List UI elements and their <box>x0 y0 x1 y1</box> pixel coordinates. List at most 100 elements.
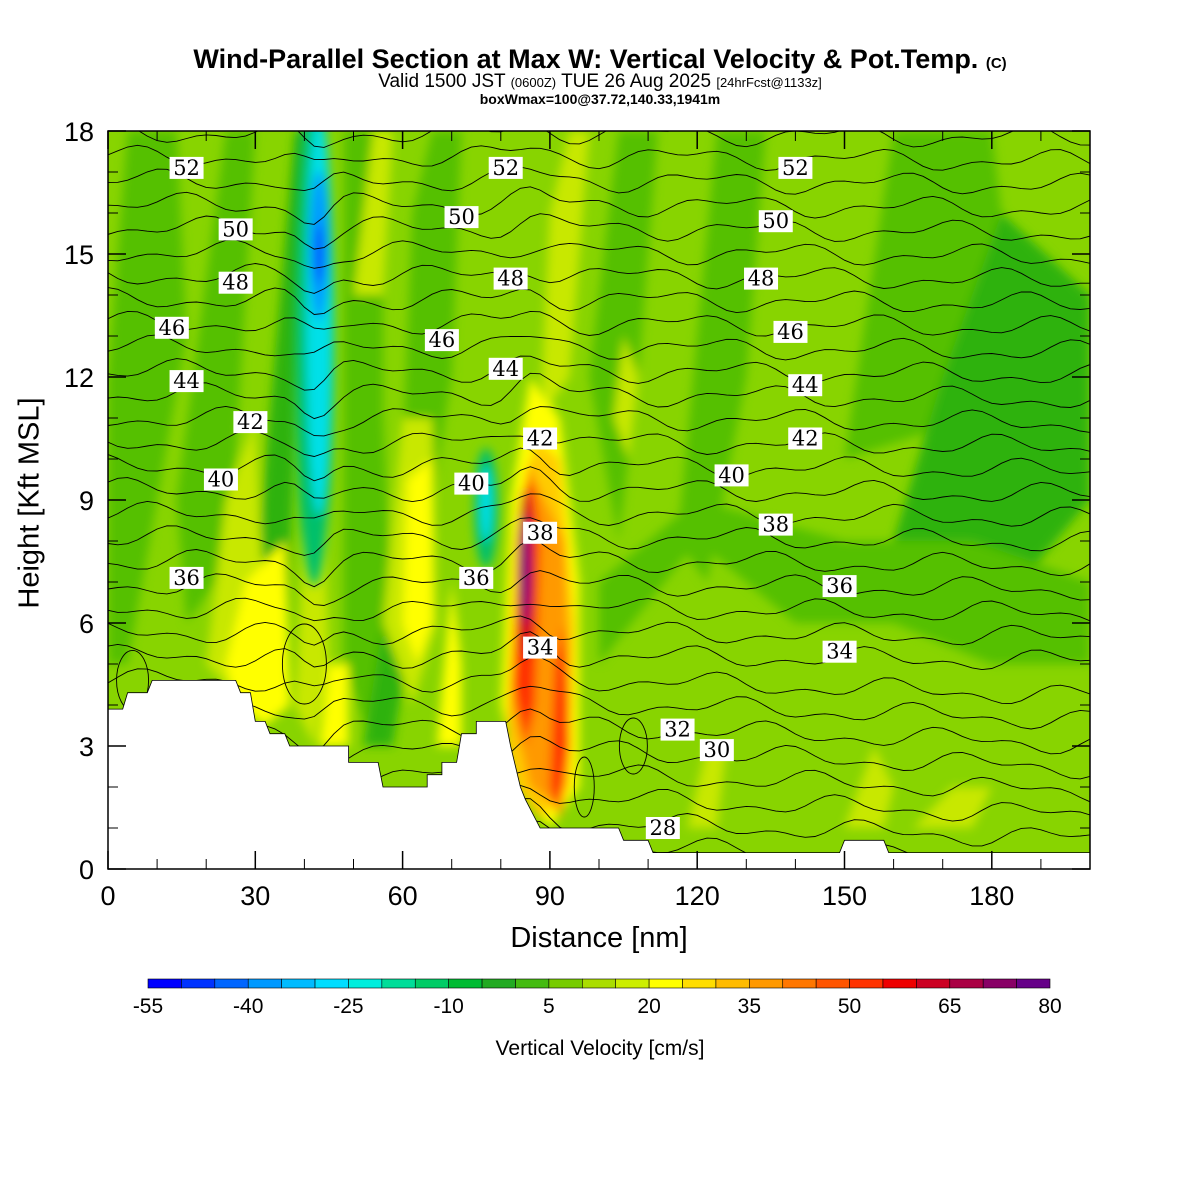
colorbar-swatch <box>281 978 316 989</box>
contour-label-24: 36 <box>459 566 494 590</box>
colorbar-swatch <box>214 978 249 989</box>
contour-label-27: 34 <box>822 640 857 664</box>
field-blob <box>108 131 187 664</box>
contour-label-25: 36 <box>822 574 857 598</box>
contour-label-box <box>493 267 528 290</box>
contour-label-box <box>714 464 749 487</box>
contour-label-box <box>523 636 558 659</box>
theta-contour <box>108 685 1090 730</box>
contour-label-box <box>778 156 813 179</box>
field-blob <box>613 336 639 459</box>
contour-label-10: 46 <box>424 328 459 352</box>
contour-label-box <box>488 156 523 179</box>
contour-label-box <box>788 427 823 450</box>
colorbar-swatch <box>749 978 784 989</box>
theta-contour <box>108 615 1090 646</box>
contour-label-11: 46 <box>773 320 808 344</box>
colorbar-tick-label: 65 <box>938 995 961 1018</box>
colorbar-swatch <box>314 978 349 989</box>
subtitle-forecast: [24hrFcst@1133z] <box>716 75 822 90</box>
y-tick-label: 9 <box>79 486 94 516</box>
contour-label-1: 52 <box>488 156 523 180</box>
subtitle-date: TUE 26 Aug 2025 <box>561 71 712 92</box>
contour-label-23: 36 <box>169 566 204 590</box>
contour-label-box <box>218 218 253 241</box>
contour-label-6: 48 <box>218 271 253 295</box>
chart-subtitle-box: boxWmax=100@37.72,140.33,1941m <box>479 91 721 107</box>
contour-label-text: 46 <box>777 320 804 344</box>
contour-label-text: 48 <box>497 267 524 291</box>
contour-label-text: 44 <box>792 373 819 397</box>
contour-label-text: 52 <box>173 156 200 180</box>
field-blob <box>687 746 727 828</box>
contour-label-box <box>744 267 779 290</box>
contour-label-text: 48 <box>748 267 775 291</box>
colorbar-swatch <box>581 978 617 989</box>
contour-labels: 52 52 52 50 50 50 48 48 48 46 46 46 44 44 44 42 42 42 40 40… <box>154 156 857 840</box>
theta-contour-closed <box>281 623 327 705</box>
contour-label-text: 50 <box>762 209 789 233</box>
contour-label-box <box>444 206 479 229</box>
contour-label-2: 52 <box>778 156 813 180</box>
theta-contour <box>108 597 1090 622</box>
contour-label-22: 38 <box>758 513 793 537</box>
contour-label-19: 40 <box>454 472 489 496</box>
theta-contour <box>108 430 1090 457</box>
y-tick-label: 6 <box>79 609 94 639</box>
contour-label-box <box>645 817 680 839</box>
theta-contour <box>108 144 1090 171</box>
colorbar-swatch <box>815 978 850 989</box>
contour-label-13: 44 <box>488 357 523 381</box>
contour-label-text: 44 <box>173 369 200 393</box>
colorbar-swatch <box>448 978 483 989</box>
x-tick-label: 60 <box>388 881 418 911</box>
contour-label-box <box>523 427 558 450</box>
downdraft-column <box>294 131 499 586</box>
theta-contour <box>108 466 1090 503</box>
y-tick-label: 18 <box>64 117 94 147</box>
contour-label-text: 42 <box>237 410 264 434</box>
theta-contour <box>108 631 1090 671</box>
contour-label-box <box>233 411 268 434</box>
colorbar-swatch <box>381 978 416 989</box>
colorbar-tick-label: -55 <box>133 995 163 1018</box>
theta-contour <box>108 493 1090 527</box>
contour-label-box <box>822 640 857 663</box>
x-tick-label: 150 <box>822 881 867 911</box>
chart-subtitle: Valid 1500 JST (0600Z) TUE 26 Aug 2025 [… <box>0 72 1200 93</box>
subtitle-valid: Valid 1500 JST <box>378 71 506 92</box>
contour-label-20: 40 <box>714 463 749 487</box>
contour-label-box <box>169 370 204 393</box>
contour-label-text: 38 <box>527 521 554 545</box>
contour-label-text: 36 <box>463 566 490 590</box>
colorbar-swatch <box>782 978 817 989</box>
contour-label-box <box>758 210 793 233</box>
colorbar-swatch <box>247 978 282 989</box>
contour-label-15: 42 <box>233 410 268 434</box>
theta-contour <box>108 239 1090 269</box>
x-tick-label: 180 <box>969 881 1014 911</box>
contour-label-text: 40 <box>458 472 485 496</box>
theta-contour <box>108 263 1090 294</box>
colorbar-swatch <box>147 978 182 989</box>
theta-contour <box>108 708 1090 755</box>
contour-label-text: 46 <box>158 316 185 340</box>
contour-label-12: 44 <box>169 369 204 393</box>
theta-contour <box>108 287 1090 315</box>
colorbar-tick-label: 50 <box>838 995 861 1018</box>
colorbar-tick-label: 80 <box>1038 995 1061 1018</box>
contour-label-text: 52 <box>782 156 809 180</box>
theta-contour <box>108 372 1090 420</box>
colorbar-tick-label: -10 <box>433 995 463 1018</box>
contour-label-box <box>488 357 523 380</box>
x-tick-label: 90 <box>535 881 565 911</box>
colorbar-swatch <box>548 978 583 989</box>
contour-label-text: 28 <box>649 816 676 840</box>
theta-contour <box>108 539 1090 588</box>
contour-label-box <box>822 575 857 598</box>
contour-label-21: 38 <box>523 521 558 545</box>
y-tick-label: 0 <box>79 855 94 885</box>
colorbar-swatch <box>481 978 516 989</box>
